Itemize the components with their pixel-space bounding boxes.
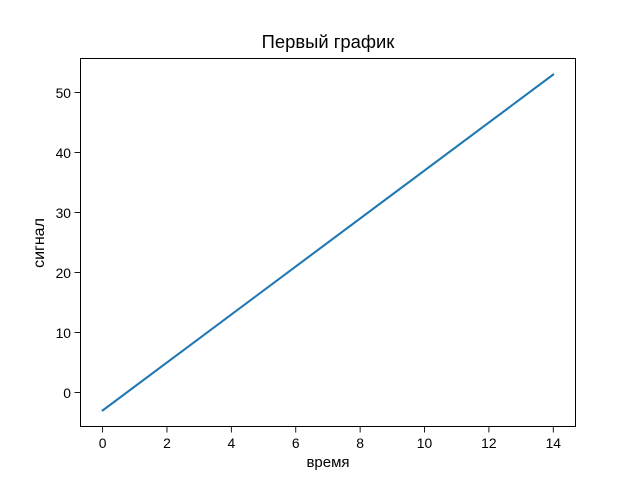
svg-text:6: 6 xyxy=(292,435,300,451)
svg-text:10: 10 xyxy=(417,435,433,451)
svg-text:сигнал: сигнал xyxy=(31,218,48,268)
svg-text:0: 0 xyxy=(63,385,71,401)
svg-text:4: 4 xyxy=(228,435,236,451)
svg-text:12: 12 xyxy=(481,435,497,451)
svg-text:8: 8 xyxy=(356,435,364,451)
svg-text:14: 14 xyxy=(546,435,562,451)
svg-text:40: 40 xyxy=(56,145,72,161)
svg-text:30: 30 xyxy=(56,205,72,221)
svg-text:50: 50 xyxy=(56,85,72,101)
svg-text:Первый график: Первый график xyxy=(262,31,396,52)
svg-text:10: 10 xyxy=(56,325,72,341)
svg-text:0: 0 xyxy=(99,435,107,451)
svg-text:2: 2 xyxy=(163,435,171,451)
svg-text:время: время xyxy=(306,454,349,471)
svg-text:20: 20 xyxy=(56,265,72,281)
